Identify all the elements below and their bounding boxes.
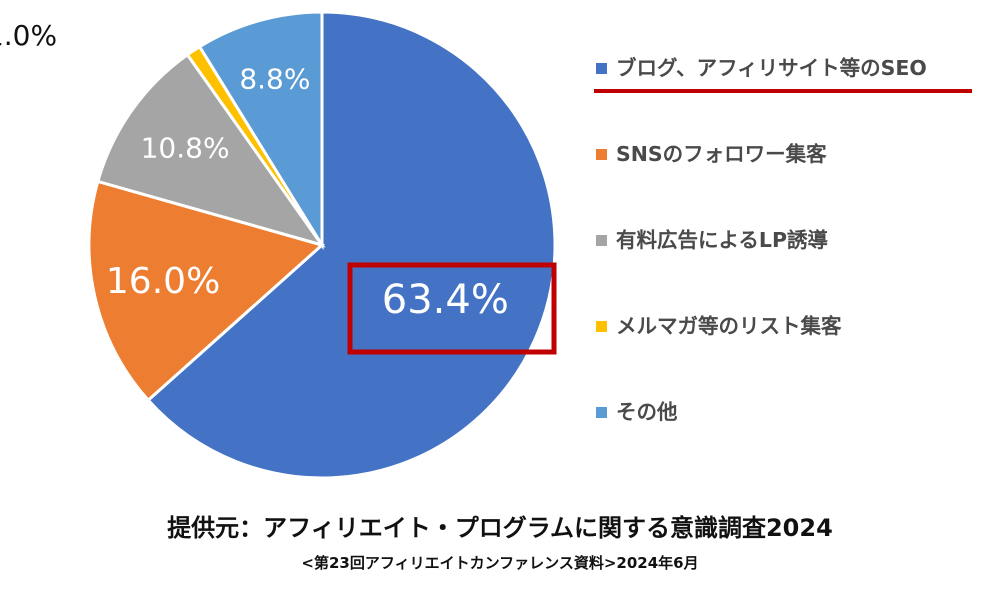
legend: ブログ、アフィリサイト等のSEO SNSのフォロワー集客 有料広告によるLP誘導… <box>594 52 986 482</box>
legend-swatch-sns <box>596 149 607 160</box>
source-subtitle: <第23回アフィリエイトカンファレンス資料>2024年6月 <box>301 554 699 572</box>
legend-label-mail: メルマガ等のリスト集客 <box>616 314 842 338</box>
legend-item-sns: SNSのフォロワー集客 <box>596 138 986 224</box>
pie-chart: 63.4% 16.0% 10.8% 1.0% 8.8% <box>0 10 557 480</box>
legend-label-other: その他 <box>616 400 678 424</box>
legend-item-seo: ブログ、アフィリサイト等のSEO <box>594 52 986 138</box>
legend-label-seo: ブログ、アフィリサイト等のSEO <box>616 56 927 80</box>
highlight-underline <box>594 89 972 93</box>
legend-item-mail: メルマガ等のリスト集客 <box>596 310 986 396</box>
pie-slice-sns <box>87 179 326 403</box>
legend-label-ads: 有料広告によるLP誘導 <box>616 228 828 252</box>
pie-slice-seo <box>146 10 557 480</box>
data-label-seo: 63.4% <box>382 277 509 323</box>
legend-swatch-other <box>596 407 607 418</box>
legend-swatch-seo <box>596 63 607 74</box>
legend-item-other: その他 <box>596 396 986 482</box>
source-title: 提供元：アフィリエイト・プログラムに関する意識調査2024 <box>167 514 833 542</box>
data-label-mail: 1.0% <box>0 19 57 52</box>
data-label-ads: 10.8% <box>141 132 230 165</box>
pie-slice-other <box>197 10 324 251</box>
legend-swatch-ads <box>596 235 607 246</box>
legend-label-sns: SNSのフォロワー集客 <box>616 142 827 166</box>
legend-item-ads: 有料広告によるLP誘導 <box>596 224 986 310</box>
data-label-sns: 16.0% <box>106 261 220 302</box>
pie-labels: 63.4% 16.0% 10.8% 1.0% 8.8% <box>0 19 509 323</box>
data-label-other: 8.8% <box>239 63 310 96</box>
pie-slice-ads <box>95 52 326 248</box>
highlight-box <box>347 262 557 355</box>
legend-swatch-mail <box>596 321 607 332</box>
pie-slices <box>87 10 557 480</box>
